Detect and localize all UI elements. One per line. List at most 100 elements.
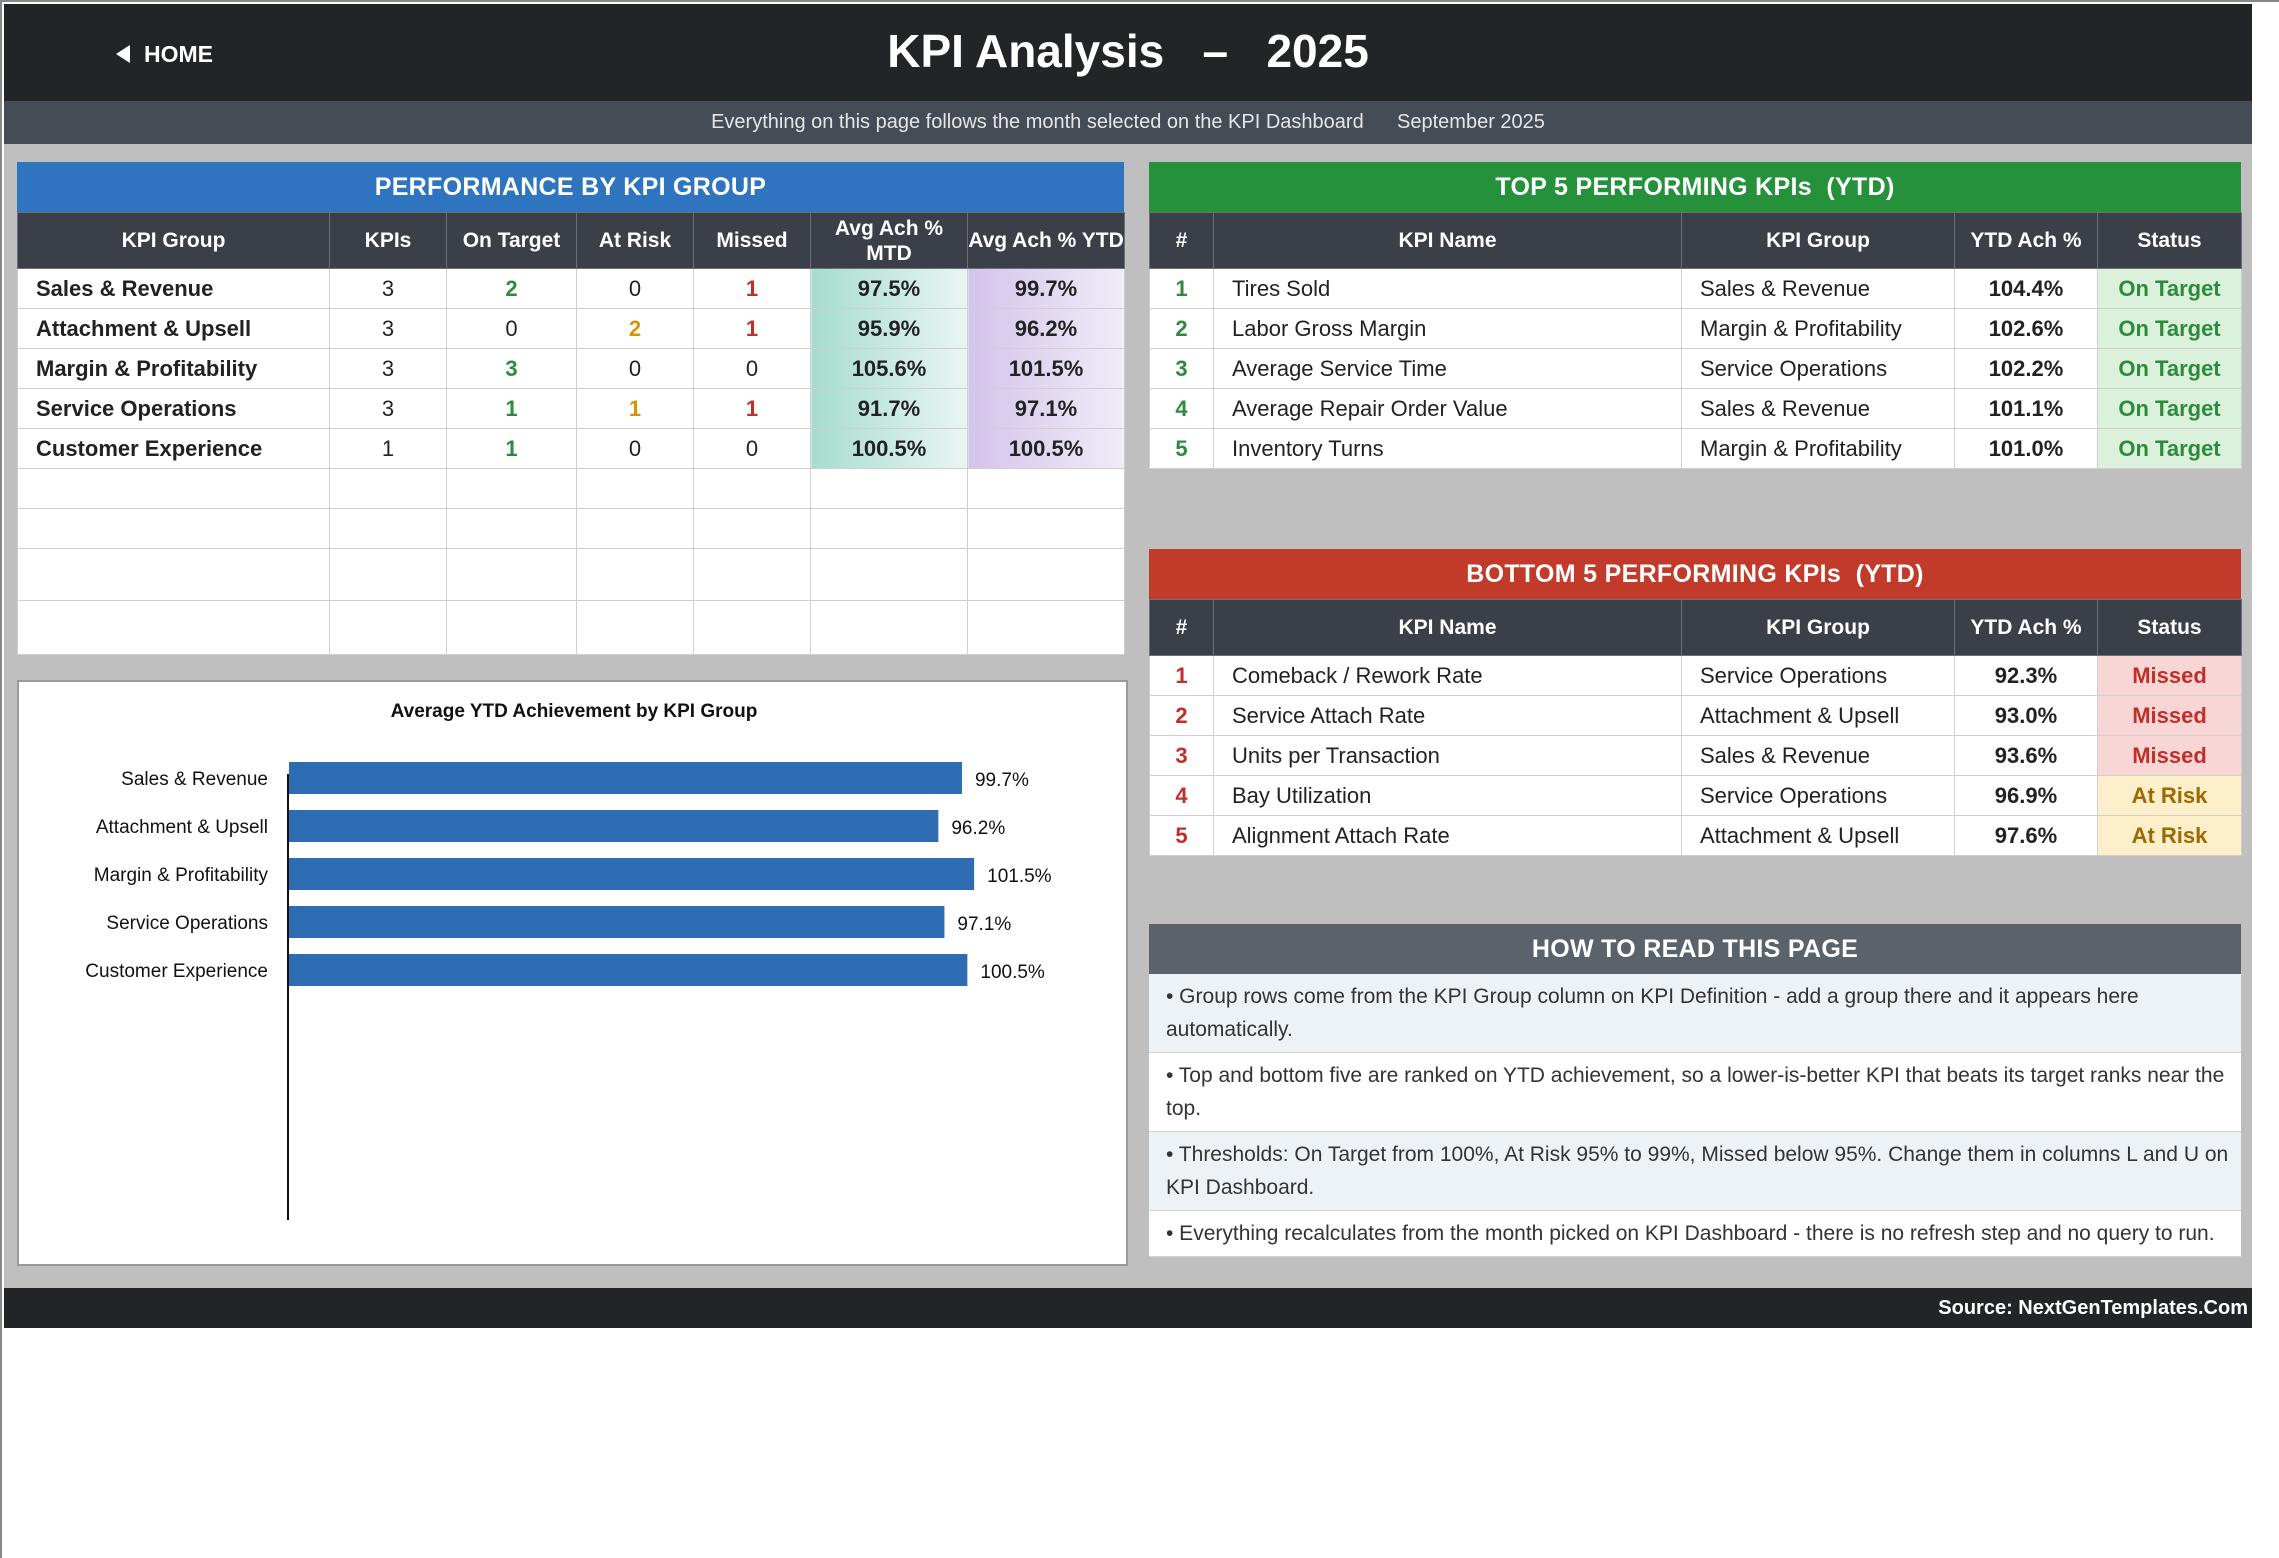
page-subtitle: Everything on this page follows the mont… (4, 101, 2252, 144)
status-badge: At Risk (2097, 815, 2242, 856)
group-table: KPI Group KPIs On Target At Risk Missed … (17, 212, 1125, 655)
chart-category-label: Service Operations (106, 913, 268, 934)
chart-category-label: Attachment & Upsell (96, 817, 268, 838)
empty-cell (329, 508, 447, 549)
kpi-group: Service Operations (1681, 655, 1955, 696)
kpi-name: Comeback / Rework Rate (1213, 655, 1682, 696)
page-title: KPI Analysis – 2025 (887, 25, 1369, 77)
chart-bar (289, 906, 945, 938)
home-label: HOME (144, 40, 213, 67)
empty-cell (810, 468, 968, 509)
group-row: Margin & Profitability 3 3 0 0 105.6% 101.5% (17, 348, 1125, 389)
status-badge: On Target (2097, 348, 2242, 389)
kpi-name: Inventory Turns (1213, 428, 1682, 469)
kpi-group: Attachment & Upsell (1681, 815, 1955, 856)
kpi-count: 3 (329, 388, 447, 429)
col-ytd-ach: YTD Ach % (1954, 599, 2098, 656)
ytd-ach-value: 93.6% (1954, 735, 2098, 776)
rank-number: 1 (1149, 268, 1214, 309)
col-status: Status (2097, 599, 2242, 656)
on-target-count: 2 (446, 268, 577, 309)
kpi-group: Sales & Revenue (1681, 388, 1955, 429)
at-risk-count: 2 (576, 308, 694, 349)
avg-mtd-value: 100.5% (810, 428, 968, 469)
empty-cell (693, 600, 811, 655)
missed-count: 0 (693, 348, 811, 389)
kpi-group: Attachment & Upsell (1681, 695, 1955, 736)
empty-cell (446, 508, 577, 549)
home-button[interactable]: HOME (116, 38, 213, 70)
kpi-group: Sales & Revenue (1681, 268, 1955, 309)
avg-mtd-value: 105.6% (810, 348, 968, 389)
at-risk-count: 0 (576, 428, 694, 469)
kpi-row: 5 Alignment Attach Rate Attachment & Upsel… (1149, 815, 2242, 856)
at-risk-count: 1 (576, 388, 694, 429)
status-badge: Missed (2097, 655, 2242, 696)
col-kpi-name: KPI Name (1213, 212, 1682, 269)
status-badge: On Target (2097, 308, 2242, 349)
bottom5-table-header: # KPI Name KPI Group YTD Ach % Status (1149, 599, 2242, 656)
col-on-target: On Target (446, 212, 577, 269)
status-badge: Missed (2097, 695, 2242, 736)
kpi-group: Sales & Revenue (1681, 735, 1955, 776)
col-missed: Missed (693, 212, 811, 269)
empty-row (17, 508, 1125, 549)
group-row: Customer Experience 1 1 0 0 100.5% 100.5% (17, 428, 1125, 469)
kpi-group: Service Operations (1681, 348, 1955, 389)
ytd-ach-value: 102.6% (1954, 308, 2098, 349)
kpi-name: Service Attach Rate (1213, 695, 1682, 736)
col-kpi-group: KPI Group (17, 212, 330, 269)
group-row: Sales & Revenue 3 2 0 1 97.5% 99.7% (17, 268, 1125, 309)
ytd-chart-svg: Average YTD Achievement by KPI Group Sale… (85, 701, 1052, 1220)
dashboard-canvas: HOME KPI Analysis – 2025 Everything on t… (4, 4, 2252, 1328)
empty-cell (810, 600, 968, 655)
empty-cell (329, 600, 447, 655)
col-kpi-group: KPI Group (1681, 212, 1955, 269)
chart-category-label: Margin & Profitability (94, 865, 269, 886)
empty-row (17, 548, 1125, 601)
missed-count: 1 (693, 388, 811, 429)
group-name: Customer Experience (17, 428, 330, 469)
empty-cell (576, 548, 694, 601)
on-target-count: 3 (446, 348, 577, 389)
chart-title: Average YTD Achievement by KPI Group (391, 701, 758, 722)
rank-number: 1 (1149, 655, 1214, 696)
status-badge: Missed (2097, 735, 2242, 776)
rank-number: 2 (1149, 308, 1214, 349)
rank-number: 3 (1149, 348, 1214, 389)
empty-cell (967, 508, 1125, 549)
chart-bar (289, 954, 968, 986)
chart-value-label: 97.1% (957, 914, 1011, 935)
empty-cell (693, 508, 811, 549)
empty-cell (17, 548, 330, 601)
group-row: Attachment & Upsell 3 0 2 1 95.9% 96.2% (17, 308, 1125, 349)
col-avg-ytd: Avg Ach % YTD (967, 212, 1125, 269)
ytd-ach-value: 97.6% (1954, 815, 2098, 856)
avg-ytd-value: 100.5% (967, 428, 1125, 469)
howto-panel-title: HOW TO READ THIS PAGE (1149, 924, 2241, 974)
kpi-row: 3 Average Service Time Service Operations 1… (1149, 348, 2242, 389)
kpi-name: Average Service Time (1213, 348, 1682, 389)
empty-cell (576, 508, 694, 549)
empty-cell (967, 468, 1125, 509)
howto-item: • Group rows come from the KPI Group col… (1149, 974, 2241, 1053)
empty-cell (446, 600, 577, 655)
avg-ytd-value: 96.2% (967, 308, 1125, 349)
missed-count: 0 (693, 428, 811, 469)
chart-category-label: Customer Experience (85, 961, 268, 982)
status-badge: At Risk (2097, 775, 2242, 816)
empty-cell (576, 468, 694, 509)
col-rank: # (1149, 212, 1214, 269)
rank-number: 2 (1149, 695, 1214, 736)
avg-mtd-value: 91.7% (810, 388, 968, 429)
group-row: Service Operations 3 1 1 1 91.7% 97.1% (17, 388, 1125, 429)
status-badge: On Target (2097, 388, 2242, 429)
empty-cell (446, 468, 577, 509)
howto-item: • Top and bottom five are ranked on YTD … (1149, 1053, 2241, 1132)
kpi-count: 3 (329, 268, 447, 309)
kpi-name: Labor Gross Margin (1213, 308, 1682, 349)
group-table-header: KPI Group KPIs On Target At Risk Missed … (17, 212, 1125, 269)
